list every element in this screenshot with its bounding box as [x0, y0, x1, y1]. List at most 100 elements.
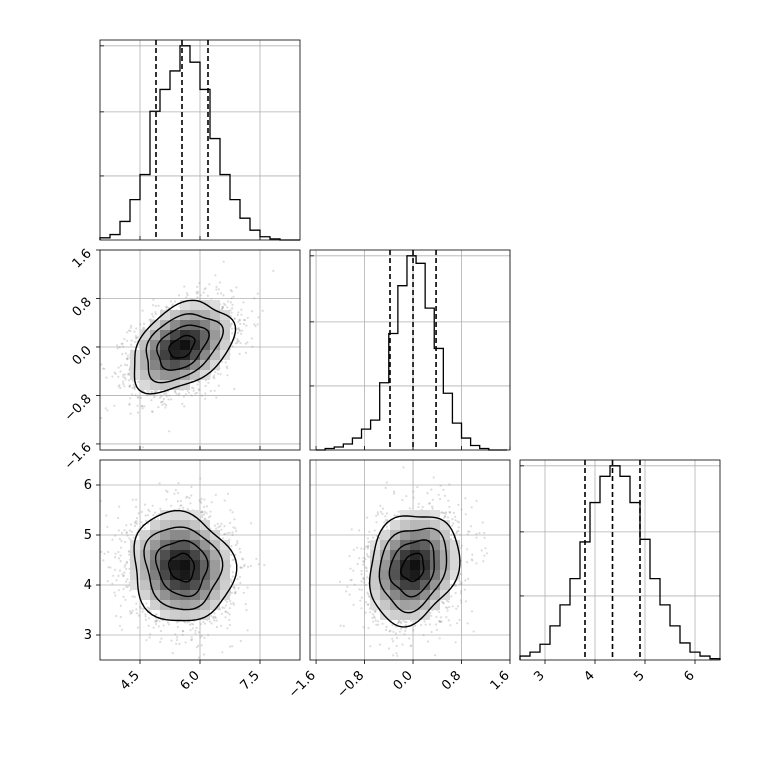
sample-point: [460, 583, 463, 586]
sample-point: [233, 592, 237, 595]
sample-point: [367, 544, 370, 548]
sample-point: [240, 566, 243, 569]
sample-point: [165, 489, 168, 492]
sample-point: [239, 566, 242, 569]
density-cell: [420, 550, 430, 560]
sample-point: [434, 654, 437, 657]
density-cell: [210, 300, 220, 310]
density-cell: [400, 520, 410, 530]
density-cell: [220, 320, 230, 330]
sample-point: [119, 615, 122, 619]
sample-point: [174, 389, 177, 392]
sample-point: [100, 363, 103, 366]
sample-point: [367, 593, 370, 596]
sample-point: [257, 563, 260, 566]
sample-point: [422, 634, 425, 637]
sample-point: [176, 500, 179, 503]
sample-point: [224, 610, 227, 613]
sample-point: [256, 292, 259, 295]
sample-point: [198, 297, 201, 300]
sample-point: [140, 521, 143, 524]
sample-point: [217, 526, 220, 529]
sample-point: [223, 664, 225, 666]
sample-point: [463, 588, 466, 591]
sample-point: [363, 547, 366, 551]
sample-point: [460, 508, 463, 511]
sample-point: [140, 607, 143, 610]
density-cell: [140, 550, 150, 560]
sample-point: [128, 384, 132, 387]
sample-point: [119, 370, 122, 373]
sample-point: [135, 520, 138, 523]
sample-point: [160, 401, 163, 404]
density-cell: [410, 570, 420, 580]
density-cell: [180, 510, 190, 520]
sample-point: [235, 530, 238, 533]
sample-point: [222, 294, 225, 297]
sample-point: [377, 513, 380, 516]
sample-point: [230, 297, 233, 300]
contour-level-2: [388, 539, 435, 598]
sample-point: [249, 564, 252, 568]
sample-point: [125, 567, 128, 571]
sample-point: [192, 623, 195, 626]
sample-point: [146, 514, 150, 517]
density-cell: [200, 560, 210, 570]
sample-point: [470, 610, 474, 613]
sample-point: [158, 620, 161, 623]
sample-point: [130, 339, 133, 342]
sample-point: [201, 514, 204, 517]
sample-point: [392, 630, 395, 634]
sample-point: [116, 347, 119, 350]
sample-point: [363, 578, 366, 581]
sample-point: [256, 323, 259, 326]
density-cell: [160, 570, 170, 580]
density-cell: [140, 560, 150, 570]
sample-point: [162, 624, 165, 627]
sample-point: [154, 304, 157, 307]
contour-level-2: [154, 539, 209, 598]
sample-point: [185, 292, 188, 295]
sample-point: [142, 326, 145, 329]
sample-point: [366, 603, 369, 606]
sample-point: [133, 386, 136, 389]
sample-point: [431, 505, 434, 508]
sample-point: [222, 260, 225, 263]
density-cell: [170, 380, 180, 390]
sample-point: [392, 654, 395, 657]
density-cell: [180, 600, 190, 610]
sample-point: [446, 609, 449, 612]
density-cell: [400, 610, 410, 620]
density-cell: [400, 510, 410, 520]
sample-point: [123, 529, 126, 532]
density-cell: [200, 360, 210, 370]
density-cell: [380, 560, 390, 570]
sample-point: [229, 580, 233, 583]
sample-point: [102, 367, 105, 370]
sample-point: [392, 640, 395, 643]
sample-point: [454, 584, 457, 587]
density-cell: [410, 590, 420, 600]
sample-point: [233, 585, 236, 589]
sample-point: [136, 396, 139, 399]
sample-point: [484, 547, 487, 550]
density-cell: [150, 570, 160, 580]
sample-point: [209, 515, 212, 518]
sample-point: [220, 307, 223, 310]
sample-point: [240, 308, 243, 311]
sample-point: [442, 601, 445, 604]
sample-point: [133, 388, 136, 391]
sample-point: [483, 554, 486, 557]
sample-point: [114, 556, 117, 559]
sample-point: [405, 495, 408, 498]
sample-point: [372, 536, 375, 539]
sample-point: [388, 630, 391, 633]
contour-level-1: [400, 552, 425, 583]
sample-point: [237, 311, 240, 314]
sample-point: [225, 604, 228, 607]
sample-point: [220, 292, 223, 295]
sample-point: [191, 386, 194, 389]
sample-point: [443, 515, 446, 518]
sample-point: [151, 410, 154, 413]
